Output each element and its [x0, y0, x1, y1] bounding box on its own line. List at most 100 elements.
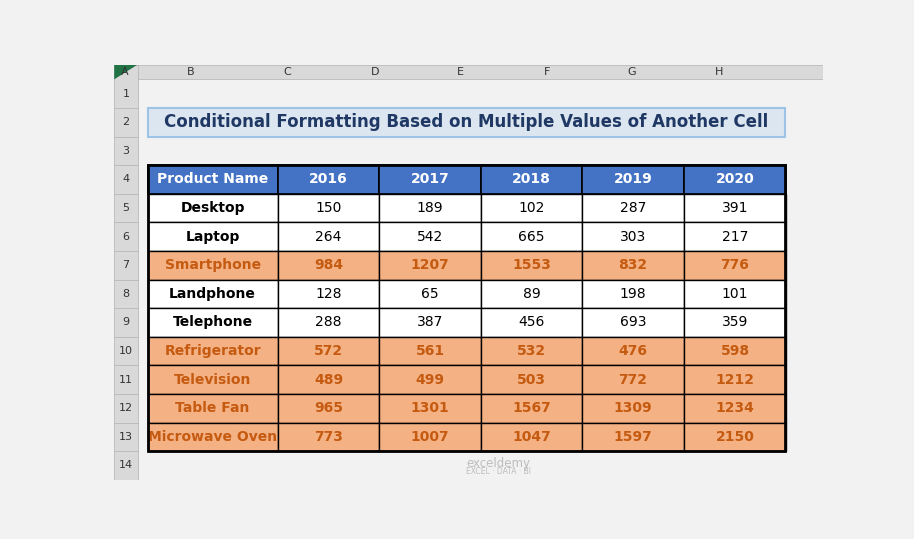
- Bar: [379, 337, 481, 365]
- Text: 391: 391: [722, 201, 749, 215]
- Bar: [278, 280, 379, 308]
- Text: 1212: 1212: [716, 372, 755, 386]
- Text: Television: Television: [174, 372, 251, 386]
- Text: 572: 572: [314, 344, 343, 358]
- Text: F: F: [544, 67, 550, 77]
- Text: 65: 65: [421, 287, 439, 301]
- Bar: [278, 308, 379, 337]
- Bar: [379, 165, 481, 194]
- Text: 189: 189: [417, 201, 443, 215]
- Text: 287: 287: [620, 201, 646, 215]
- Bar: [684, 194, 786, 222]
- Bar: [379, 308, 481, 337]
- Bar: [481, 337, 582, 365]
- Bar: [379, 194, 481, 222]
- Text: 776: 776: [720, 258, 749, 272]
- Bar: [379, 251, 481, 280]
- Text: 5: 5: [122, 203, 130, 213]
- Text: 2017: 2017: [410, 172, 450, 186]
- Text: Desktop: Desktop: [180, 201, 245, 215]
- Text: 1007: 1007: [410, 430, 450, 444]
- Bar: [278, 337, 379, 365]
- Text: 1301: 1301: [410, 401, 450, 415]
- Bar: [147, 222, 278, 251]
- Polygon shape: [114, 65, 137, 79]
- Text: Smartphone: Smartphone: [165, 258, 260, 272]
- Text: 965: 965: [314, 401, 343, 415]
- Bar: [278, 165, 379, 194]
- Text: 499: 499: [416, 372, 444, 386]
- Bar: [147, 165, 785, 451]
- Bar: [582, 365, 684, 394]
- Bar: [684, 308, 786, 337]
- Text: 101: 101: [722, 287, 749, 301]
- Bar: [582, 337, 684, 365]
- Text: B: B: [186, 67, 194, 77]
- Text: 359: 359: [722, 315, 749, 329]
- Text: 3: 3: [122, 146, 130, 156]
- Text: 89: 89: [523, 287, 540, 301]
- Text: 102: 102: [518, 201, 545, 215]
- Bar: [278, 251, 379, 280]
- Bar: [481, 222, 582, 251]
- Bar: [684, 222, 786, 251]
- Bar: [481, 280, 582, 308]
- Bar: [582, 194, 684, 222]
- Text: 1309: 1309: [614, 401, 653, 415]
- Text: 772: 772: [619, 372, 648, 386]
- Bar: [147, 108, 785, 136]
- Bar: [147, 423, 278, 451]
- Bar: [582, 280, 684, 308]
- Bar: [582, 394, 684, 423]
- Bar: [278, 194, 379, 222]
- Bar: [278, 394, 379, 423]
- Text: 1597: 1597: [613, 430, 653, 444]
- Bar: [481, 251, 582, 280]
- Bar: [114, 65, 137, 480]
- Text: 2016: 2016: [309, 172, 348, 186]
- Text: EXCEL · DATA · BI: EXCEL · DATA · BI: [466, 467, 531, 476]
- Text: 1: 1: [122, 88, 130, 99]
- Bar: [114, 65, 823, 79]
- Text: 2020: 2020: [716, 172, 754, 186]
- Bar: [147, 337, 278, 365]
- Bar: [147, 308, 278, 337]
- Text: Landphone: Landphone: [169, 287, 256, 301]
- Text: 2: 2: [122, 117, 130, 127]
- Text: H: H: [715, 67, 723, 77]
- Bar: [684, 251, 786, 280]
- Bar: [481, 165, 582, 194]
- Bar: [481, 423, 582, 451]
- Bar: [481, 194, 582, 222]
- Text: E: E: [457, 67, 464, 77]
- Text: 984: 984: [314, 258, 343, 272]
- Text: G: G: [628, 67, 636, 77]
- Text: 8: 8: [122, 289, 130, 299]
- Bar: [147, 251, 278, 280]
- Bar: [379, 365, 481, 394]
- Bar: [684, 394, 786, 423]
- Text: 456: 456: [518, 315, 545, 329]
- Text: 2019: 2019: [613, 172, 653, 186]
- Bar: [147, 280, 278, 308]
- Bar: [684, 337, 786, 365]
- Text: 2018: 2018: [512, 172, 551, 186]
- Text: 387: 387: [417, 315, 443, 329]
- Text: 693: 693: [620, 315, 646, 329]
- Text: 198: 198: [620, 287, 646, 301]
- Bar: [147, 194, 278, 222]
- Text: 128: 128: [315, 287, 342, 301]
- Bar: [582, 165, 684, 194]
- Text: 1047: 1047: [512, 430, 551, 444]
- Bar: [684, 423, 786, 451]
- Text: 1207: 1207: [410, 258, 450, 272]
- Bar: [379, 222, 481, 251]
- Text: Table Fan: Table Fan: [175, 401, 250, 415]
- Text: Product Name: Product Name: [157, 172, 269, 186]
- Text: 6: 6: [122, 232, 130, 241]
- Text: 13: 13: [119, 432, 133, 442]
- Bar: [147, 365, 278, 394]
- Bar: [379, 280, 481, 308]
- Text: 489: 489: [314, 372, 343, 386]
- Text: Conditional Formatting Based on Multiple Values of Another Cell: Conditional Formatting Based on Multiple…: [165, 113, 769, 131]
